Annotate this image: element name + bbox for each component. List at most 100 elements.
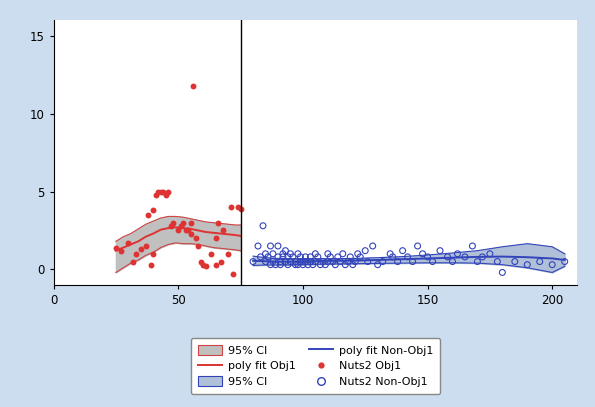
Point bbox=[266, 243, 275, 249]
Point bbox=[201, 263, 211, 269]
Point bbox=[278, 251, 288, 257]
Point bbox=[268, 258, 278, 265]
Point bbox=[350, 258, 360, 265]
Point bbox=[111, 244, 121, 251]
Point bbox=[311, 251, 320, 257]
Point bbox=[266, 261, 275, 268]
Point bbox=[275, 258, 285, 265]
Point bbox=[273, 254, 283, 260]
Point bbox=[275, 261, 285, 268]
Point bbox=[333, 254, 343, 260]
Point bbox=[143, 212, 153, 218]
Point bbox=[186, 230, 195, 237]
Point bbox=[293, 261, 303, 268]
Point bbox=[353, 251, 362, 257]
Point bbox=[336, 258, 345, 265]
Point bbox=[161, 191, 171, 198]
Point bbox=[211, 261, 220, 268]
Point bbox=[124, 240, 133, 246]
Point bbox=[228, 271, 238, 277]
Point bbox=[236, 206, 245, 212]
Point bbox=[340, 261, 350, 268]
Point bbox=[258, 223, 268, 229]
Point bbox=[325, 254, 335, 260]
Point bbox=[168, 219, 178, 226]
Point bbox=[178, 219, 188, 226]
Point bbox=[361, 247, 370, 254]
Point bbox=[308, 261, 318, 268]
Point bbox=[281, 247, 290, 254]
Point bbox=[261, 258, 270, 265]
Point bbox=[141, 243, 151, 249]
Point bbox=[298, 261, 308, 268]
Point bbox=[286, 258, 295, 265]
Point bbox=[156, 188, 165, 195]
Point bbox=[288, 254, 298, 260]
Point bbox=[181, 227, 190, 234]
Point bbox=[211, 235, 220, 241]
Point bbox=[318, 258, 328, 265]
Point bbox=[418, 251, 427, 257]
Point bbox=[478, 254, 487, 260]
Point bbox=[403, 254, 412, 260]
Point bbox=[547, 261, 557, 268]
Point bbox=[428, 258, 437, 265]
Point bbox=[493, 258, 502, 265]
Point bbox=[323, 258, 333, 265]
Legend: 95% CI, poly fit Obj1, 95% CI , poly fit Non-Obj1, Nuts2 Obj1, Nuts2 Non-Obj1: 95% CI, poly fit Obj1, 95% CI , poly fit… bbox=[191, 338, 440, 394]
Point bbox=[186, 219, 195, 226]
Point bbox=[472, 258, 482, 265]
Point bbox=[363, 258, 372, 265]
Point bbox=[323, 251, 333, 257]
Point bbox=[348, 261, 358, 268]
Point bbox=[273, 243, 283, 249]
Point bbox=[306, 254, 315, 260]
Point bbox=[271, 261, 280, 268]
Point bbox=[116, 247, 126, 254]
Point bbox=[355, 254, 365, 260]
Point bbox=[423, 254, 433, 260]
Point bbox=[166, 223, 176, 229]
Point bbox=[268, 251, 278, 257]
Point bbox=[164, 188, 173, 195]
Point bbox=[149, 207, 158, 213]
Point bbox=[388, 254, 397, 260]
Point bbox=[311, 258, 320, 265]
Point bbox=[535, 258, 544, 265]
Point bbox=[497, 269, 507, 276]
Point bbox=[296, 258, 305, 265]
Point bbox=[368, 243, 377, 249]
Point bbox=[174, 227, 183, 234]
Point bbox=[447, 258, 457, 265]
Point bbox=[331, 261, 340, 268]
Point bbox=[293, 251, 303, 257]
Point bbox=[313, 254, 322, 260]
Point bbox=[151, 191, 161, 198]
Point bbox=[256, 254, 265, 260]
Point bbox=[283, 261, 293, 268]
Point bbox=[398, 247, 408, 254]
Point bbox=[253, 243, 263, 249]
Point bbox=[373, 261, 383, 268]
Point bbox=[408, 258, 417, 265]
Point bbox=[136, 246, 146, 252]
Point bbox=[286, 251, 295, 257]
Point bbox=[193, 243, 203, 249]
Point bbox=[303, 261, 312, 268]
Point bbox=[263, 254, 273, 260]
Point bbox=[328, 258, 337, 265]
Point bbox=[129, 258, 138, 265]
Point bbox=[233, 204, 243, 210]
Point bbox=[510, 258, 519, 265]
Point bbox=[413, 243, 422, 249]
Point bbox=[176, 223, 186, 229]
Point bbox=[468, 243, 477, 249]
Point bbox=[290, 261, 300, 268]
Point bbox=[386, 251, 395, 257]
Point bbox=[191, 235, 201, 241]
Point bbox=[131, 251, 140, 257]
Point bbox=[223, 251, 233, 257]
Point bbox=[436, 247, 445, 254]
Point bbox=[300, 258, 310, 265]
Point bbox=[281, 258, 290, 265]
